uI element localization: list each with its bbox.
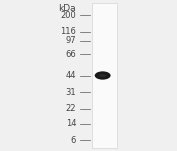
- Text: 22: 22: [66, 104, 76, 113]
- Bar: [92, 3, 117, 148]
- Text: 200: 200: [60, 11, 76, 20]
- Text: 66: 66: [65, 50, 76, 59]
- Text: 44: 44: [66, 71, 76, 80]
- Ellipse shape: [99, 74, 106, 77]
- Text: 6: 6: [71, 136, 76, 145]
- Text: 14: 14: [66, 119, 76, 128]
- Text: kDa: kDa: [58, 4, 76, 13]
- Text: 97: 97: [65, 36, 76, 45]
- Text: 31: 31: [65, 88, 76, 97]
- Text: 116: 116: [60, 27, 76, 36]
- Ellipse shape: [95, 71, 111, 80]
